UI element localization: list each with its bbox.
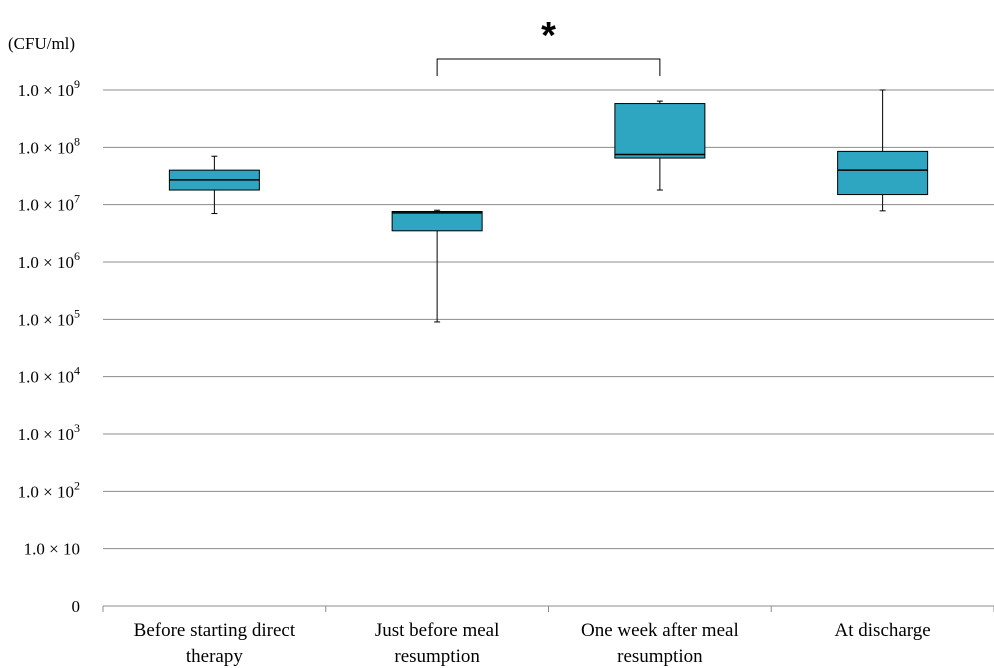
y-tick-label: 0: [72, 597, 81, 616]
x-category-label: At discharge: [835, 620, 931, 641]
x-category-label: resumption: [394, 646, 480, 667]
box-iqr: [614, 103, 706, 159]
box-3: [614, 100, 706, 191]
significance-annotation: *: [436, 15, 661, 76]
y-axis-unit-label: (CFU/ml): [8, 34, 76, 53]
y-tick-label: 1.0 × 102: [18, 478, 80, 501]
gridlines: [102, 89, 994, 612]
y-tick-label: 1.0 × 104: [18, 364, 80, 387]
box-series: [168, 89, 929, 323]
y-tick-label: 1.0 × 107: [18, 192, 80, 215]
significance-bracket: [436, 58, 661, 76]
box-2: [391, 209, 483, 323]
y-tick-label: 1.0 × 106: [18, 249, 80, 272]
x-category-label: therapy: [186, 646, 243, 667]
x-category-label: One week after meal: [581, 620, 739, 641]
y-tick-label: 1.0 × 105: [18, 306, 80, 329]
y-tick-labels: 0 1.0 × 10 1.0 × 102 1.0 × 103 1.0 × 104 1.0 …: [18, 77, 80, 616]
box-1: [168, 155, 260, 215]
y-tick-label: 1.0 × 10: [24, 540, 80, 559]
y-tick-label: 1.0 × 108: [18, 134, 80, 157]
y-tick-label: 1.0 × 103: [18, 421, 80, 444]
box-iqr: [837, 150, 929, 196]
x-category-label: Just before meal: [375, 620, 500, 641]
box-4: [837, 89, 929, 212]
x-category-label: resumption: [617, 646, 703, 667]
x-category-labels: Before starting direct therapy Just before…: [134, 620, 931, 667]
x-category-label: Before starting direct: [134, 620, 296, 641]
box-iqr: [391, 211, 483, 232]
significance-marker: *: [541, 15, 556, 57]
y-tick-label: 1.0 × 109: [18, 77, 80, 100]
